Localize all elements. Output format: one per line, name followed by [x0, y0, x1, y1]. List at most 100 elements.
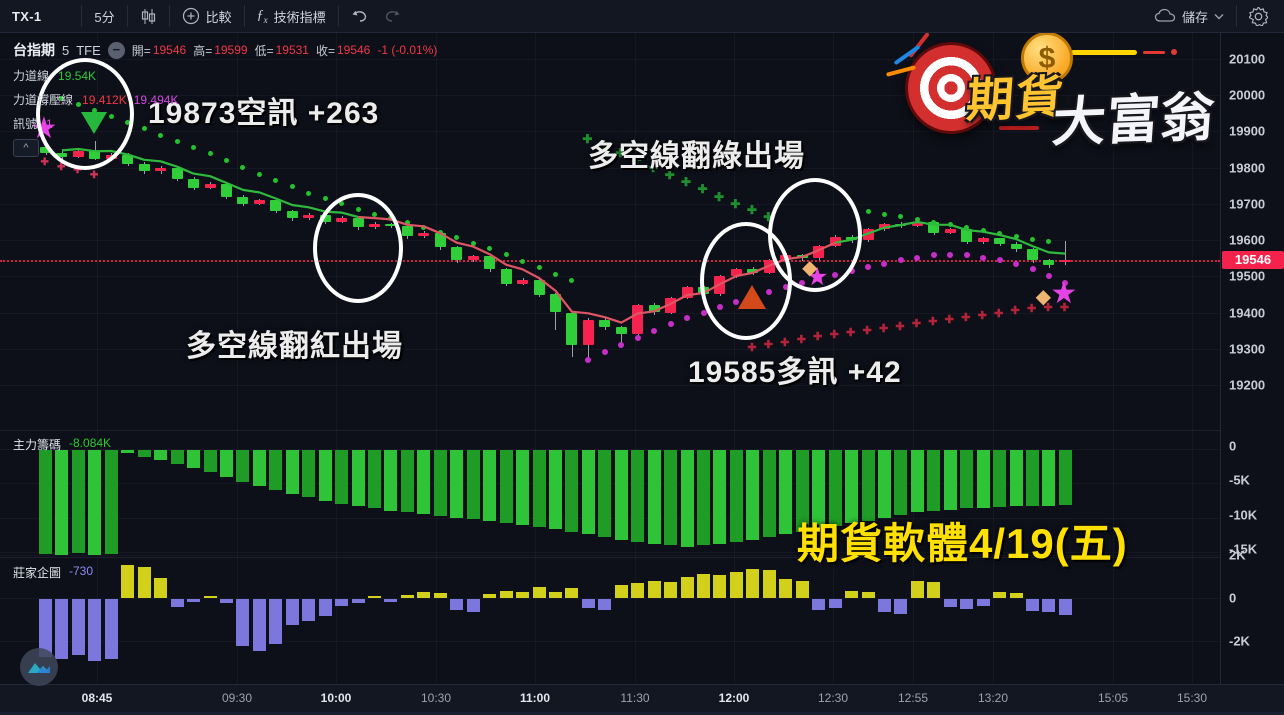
grid-vline	[635, 33, 636, 684]
panel-name[interactable]: 主力籌碼	[13, 438, 62, 452]
candle	[1027, 249, 1038, 261]
candle	[401, 225, 413, 237]
candle	[484, 256, 496, 270]
support-dot-series	[585, 356, 592, 363]
support-cross-series: ✚	[862, 324, 872, 337]
time-axis[interactable]: 08:45 09:30 10:00 10:30 11:00 11:30 12:00 12:30…	[0, 684, 1284, 712]
toolbar-divider	[81, 5, 83, 27]
candle	[665, 298, 677, 313]
pressure-dot-series	[914, 216, 920, 222]
time-tick-label: 10:30	[420, 691, 452, 705]
volume-bar-main-force	[252, 450, 266, 487]
support-cross-series: ✚	[895, 320, 905, 333]
volume-bar-dealer-intent	[548, 591, 562, 598]
pressure-dot-series	[273, 177, 279, 183]
grid-vline	[833, 33, 834, 684]
volume-bar-main-force	[993, 450, 1007, 507]
legend-symbol[interactable]: 台指期	[13, 42, 55, 58]
support-dot-series	[848, 267, 855, 274]
volume-bar-dealer-intent	[219, 599, 233, 604]
compare-button[interactable]: 比較	[170, 0, 244, 33]
panel-tick-label: -15K	[1229, 541, 1258, 557]
pressure-dot-series	[552, 272, 558, 277]
volume-bar-dealer-intent	[647, 580, 661, 598]
candle	[533, 280, 545, 295]
candle	[270, 200, 282, 212]
support-cross-series: ✚	[829, 329, 839, 342]
support-cross-series: ✚	[763, 339, 774, 352]
price-tick-label: 19800	[1229, 160, 1266, 176]
time-tick-label: 12:30	[817, 691, 849, 705]
time-tick-label: 10:00	[320, 691, 352, 705]
volume-bar-main-force	[631, 450, 645, 542]
grid-hline	[0, 203, 1220, 205]
volume-bar-dealer-intent	[88, 599, 102, 662]
time-tick-label: 09:30	[221, 691, 253, 705]
pressure-dot-series	[289, 184, 295, 189]
pressure-dot-series	[1030, 236, 1035, 242]
candle	[155, 167, 167, 172]
volume-bar-main-force	[960, 450, 974, 509]
ohlc-high-value: 19599	[214, 43, 248, 57]
platform-logo-badge[interactable]	[20, 648, 58, 686]
toolbar-divider	[1236, 5, 1237, 27]
candle	[286, 211, 298, 219]
support-dot-series	[700, 309, 707, 316]
grid-vline	[913, 33, 914, 684]
candle	[763, 260, 775, 273]
candle	[319, 214, 331, 222]
volume-bar-dealer-intent	[746, 569, 760, 598]
volume-bar-dealer-intent	[137, 566, 151, 598]
symbol-button[interactable]: TX-1	[12, 8, 42, 24]
volume-bar-main-force	[746, 450, 760, 540]
pressure-dot-series	[108, 113, 114, 119]
time-tick-label: 12:55	[897, 691, 929, 705]
support-dot-series	[651, 327, 658, 334]
volume-bar-main-force	[894, 450, 908, 516]
volume-bar-dealer-intent	[927, 581, 941, 598]
grid-vline	[734, 33, 735, 684]
pressure-dot-series	[536, 265, 542, 271]
pressure-dot-series	[569, 278, 575, 284]
volume-bar-dealer-intent	[450, 599, 464, 610]
chart-style-button[interactable]	[128, 0, 169, 33]
undo-button[interactable]	[339, 0, 381, 33]
price-axis[interactable]: 20100 20000 19900 19800 19700 19600 19500 19400…	[1220, 33, 1284, 684]
volume-bar-main-force	[55, 450, 69, 555]
indicator-name-signal[interactable]: 訊號	[13, 117, 38, 131]
pressure-cross-series: ✚	[763, 209, 774, 224]
candle	[1059, 259, 1071, 262]
hide-symbol-button[interactable]: −	[107, 41, 125, 59]
volume-bar-main-force	[614, 450, 628, 540]
pressure-dot-series	[125, 119, 131, 125]
volume-bar-main-force	[729, 450, 743, 542]
indicator-name-support-pressure[interactable]: 力道撐壓線	[13, 93, 74, 107]
save-layout-button[interactable]: 儲存	[1142, 0, 1236, 33]
indicators-button[interactable]: ƒx 技術指標	[256, 7, 326, 25]
collapse-pane-button[interactable]: ^	[13, 139, 39, 157]
candle	[434, 232, 446, 248]
pressure-cross-series: ✚	[664, 167, 675, 182]
volume-bar-main-force	[647, 450, 661, 544]
volume-bar-dealer-intent	[960, 599, 974, 609]
volume-bar-dealer-intent	[252, 599, 266, 651]
volume-bar-dealer-intent	[433, 592, 447, 598]
interval-button[interactable]: 5分	[94, 9, 115, 25]
redo-button[interactable]	[381, 0, 413, 33]
volume-bar-main-force	[384, 450, 398, 511]
support-cross-series: ✚	[1010, 305, 1020, 318]
volume-bar-dealer-intent	[121, 564, 135, 598]
coin-icon: $	[1021, 32, 1073, 84]
indicator-name-force-line[interactable]: 力道線	[13, 69, 50, 83]
diamond-marker: ◆	[802, 256, 818, 279]
pressure-cross-series: ✚	[582, 131, 593, 146]
candle	[517, 280, 529, 284]
support-dot-series	[865, 264, 871, 271]
volume-bar-main-force	[137, 450, 151, 457]
settings-button[interactable]	[1237, 0, 1284, 33]
volume-bar-main-force	[664, 450, 678, 546]
candle	[352, 218, 364, 228]
volume-bar-dealer-intent	[417, 591, 431, 598]
panel-name[interactable]: 莊家企圖	[13, 566, 62, 580]
candle	[566, 312, 578, 346]
